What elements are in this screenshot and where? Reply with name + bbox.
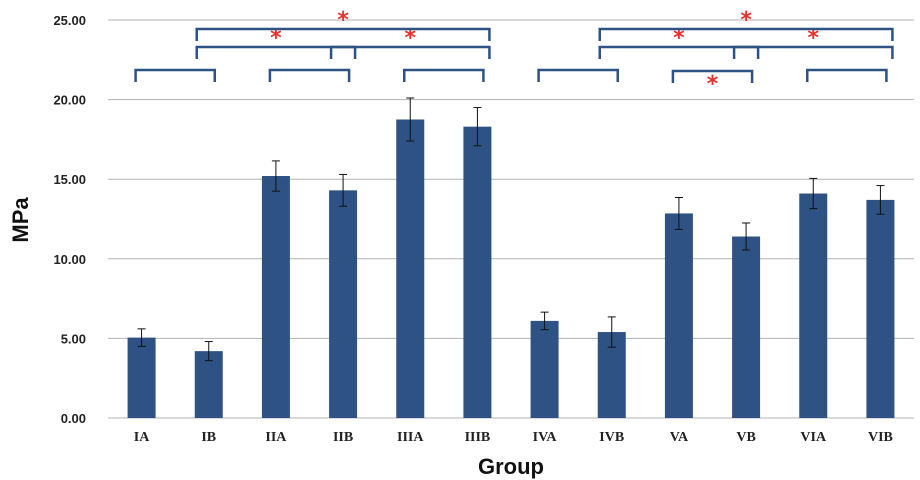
significance-star: * — [404, 26, 416, 51]
y-tick-label: 10.00 — [53, 252, 86, 267]
significance-star: * — [270, 26, 282, 51]
x-tick-label: IIIB — [465, 430, 491, 445]
y-tick-label: 15.00 — [53, 172, 86, 187]
significance-star: * — [807, 26, 819, 51]
bar — [530, 320, 559, 418]
bar — [396, 119, 425, 418]
y-tick-label: 0.00 — [61, 411, 86, 426]
x-tick-label: IVA — [533, 430, 558, 445]
significance-star: * — [740, 8, 752, 33]
bar — [664, 213, 693, 418]
x-tick-label: VIB — [868, 430, 893, 445]
error-bars — [137, 97, 885, 362]
x-tick-label: IIIA — [397, 430, 424, 445]
significance-brackets: * * * * * * * — [134, 8, 894, 97]
x-tick-label: IB — [201, 430, 216, 445]
bar — [799, 193, 828, 418]
x-tick-label: VIA — [800, 430, 827, 445]
significance-bracket — [671, 69, 754, 83]
x-axis-title: Group — [478, 454, 544, 479]
bar — [127, 337, 156, 418]
bar — [866, 199, 895, 418]
x-tick-label: IIA — [265, 430, 287, 445]
significance-bracket — [195, 27, 491, 41]
y-axis-title: MPa — [8, 197, 33, 243]
bar — [261, 176, 290, 418]
bar — [463, 126, 492, 418]
x-tick-labels: IA IB IIA IIB IIIA IIIB IVA IVB VA VB VIA VIB — [134, 430, 893, 445]
significance-bracket — [195, 45, 357, 59]
bar — [732, 236, 761, 418]
bar — [194, 351, 223, 418]
bar — [329, 190, 358, 418]
significance-bracket — [268, 68, 351, 82]
significance-bracket — [403, 68, 485, 82]
significance-star: * — [673, 26, 685, 51]
x-tick-label: IA — [134, 430, 150, 445]
significance-star: * — [337, 8, 349, 33]
bars — [127, 119, 895, 418]
significance-bracket — [329, 45, 491, 59]
y-tick-label: 20.00 — [53, 93, 86, 108]
significance-star: * — [707, 72, 719, 97]
significance-bracket — [537, 68, 619, 82]
x-tick-label: VB — [736, 430, 755, 445]
significance-bracket — [732, 45, 894, 59]
y-tick-label: 25.00 — [53, 13, 86, 28]
significance-bracket — [598, 27, 894, 41]
x-tick-label: IIB — [333, 430, 353, 445]
x-tick-label: IVB — [599, 430, 624, 445]
x-tick-label: VA — [670, 430, 689, 445]
gridlines — [108, 19, 914, 419]
y-tick-labels: 0.00 5.00 10.00 15.00 20.00 25.00 — [53, 13, 86, 426]
significance-bracket — [598, 45, 760, 59]
y-tick-label: 5.00 — [61, 331, 86, 346]
significance-bracket — [806, 68, 888, 82]
significance-bracket — [134, 68, 216, 82]
